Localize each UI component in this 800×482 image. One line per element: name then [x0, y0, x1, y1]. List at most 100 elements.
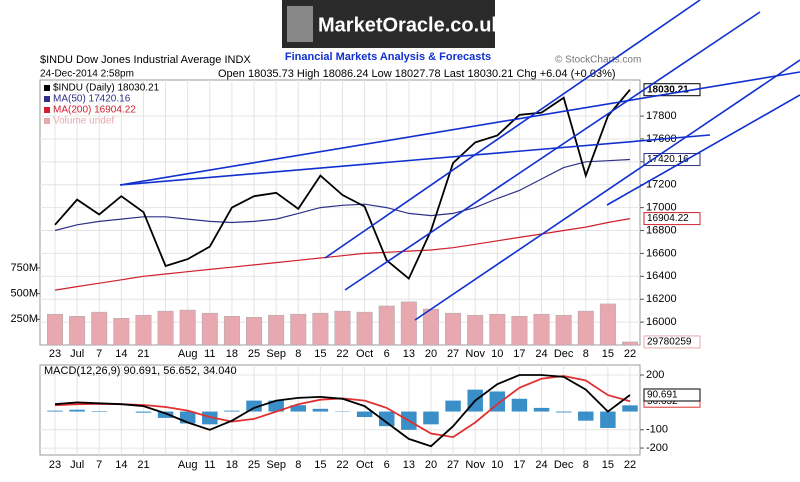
bar: [290, 313, 307, 346]
bar: [91, 311, 108, 346]
line: [54, 374, 631, 448]
chart-title: $INDU Dow Jones Industrial Average INDX: [40, 54, 251, 66]
bar: [555, 314, 572, 346]
x-tick-label: 10: [491, 348, 503, 360]
x-tick-label: 23: [49, 459, 61, 471]
x-tick-label: 8: [295, 348, 301, 360]
legend-entry: Volume undef: [53, 116, 114, 127]
value-label: 90.691: [647, 390, 678, 401]
bar: [268, 314, 285, 346]
x-tick-label: 18: [226, 459, 238, 471]
x-tick-label: Jul: [70, 459, 84, 471]
x-tick-label: 25: [248, 459, 260, 471]
tagline-box: [282, 50, 495, 64]
y-tick-label: 16800: [646, 224, 677, 236]
x-tick-label: 8: [583, 459, 589, 471]
x-tick-label: Sep: [266, 459, 286, 471]
bar: [91, 411, 107, 412]
trend-line: [414, 59, 800, 321]
bar: [622, 341, 638, 346]
source: © StockCharts.com: [555, 55, 641, 66]
value-label: 17420.16: [647, 154, 689, 165]
x-tick-label: Aug: [178, 348, 198, 360]
bar: [511, 315, 528, 346]
bar: [578, 411, 594, 421]
bar: [179, 309, 196, 346]
x-tick-label: 6: [384, 348, 390, 360]
subtitle: 24-Dec-2014 2:58pm: [40, 69, 134, 80]
bar: [69, 409, 85, 412]
x-tick-label: 7: [96, 348, 102, 360]
tagline: Financial Markets Analysis & Forecasts: [285, 51, 491, 63]
x-tick-label: 10: [491, 459, 503, 471]
x-tick-label: Oct: [356, 459, 373, 471]
bar: [356, 311, 373, 346]
x-tick-label: 27: [447, 459, 459, 471]
value-label: 18030.21: [647, 84, 689, 95]
bar: [489, 313, 506, 346]
bar: [356, 411, 373, 418]
bar: [511, 398, 528, 412]
bar: [135, 314, 152, 346]
y2-tick-label: 500M: [10, 288, 38, 300]
value-box: [643, 335, 701, 349]
bar: [334, 310, 351, 346]
bar: [600, 411, 616, 428]
y-tick-label: 17000: [646, 202, 677, 214]
value-label: 29780259: [647, 337, 692, 348]
trend-line: [606, 94, 800, 206]
bar: [312, 408, 329, 412]
bar: [622, 405, 638, 412]
bar: [533, 407, 550, 412]
ohlc: Open 18035.73 High 18086.24 Low 18027.78…: [218, 68, 616, 80]
bar: [69, 315, 86, 346]
bar: [268, 400, 284, 412]
x-tick-label: 8: [583, 348, 589, 360]
bar: [400, 301, 417, 346]
trend-line: [119, 71, 800, 186]
legend: MACD(12,26,9) 90.691, 56.652, 34.040: [44, 365, 237, 377]
x-tick-label: Aug: [178, 459, 198, 471]
x-tick-label: 17: [513, 459, 525, 471]
x-tick-label: 22: [624, 348, 636, 360]
bar: [423, 411, 439, 425]
y-tick-label: 16400: [646, 270, 677, 282]
x-tick-label: 14: [115, 459, 127, 471]
x-tick-label: 24: [535, 459, 547, 471]
macd-frame: [39, 364, 641, 456]
legend-swatch: [44, 118, 50, 124]
bar: [378, 411, 395, 427]
x-tick-label: 13: [403, 348, 415, 360]
y-tick-label: -100: [646, 424, 668, 436]
y-tick-label: 17800: [646, 110, 677, 122]
y-tick-label: 16600: [646, 247, 677, 259]
legend-swatch: [44, 107, 50, 113]
x-tick-label: 6: [384, 459, 390, 471]
logo-box: [282, 0, 495, 48]
bar: [157, 411, 174, 418]
x-tick-label: 14: [115, 348, 127, 360]
x-tick-label: 22: [336, 348, 348, 360]
x-tick-label: 24: [535, 348, 547, 360]
bar: [246, 400, 262, 412]
bar: [599, 303, 616, 346]
x-tick-label: Dec: [554, 459, 574, 471]
bar: [47, 410, 63, 412]
bar: [113, 318, 130, 346]
y-tick-label: 200: [646, 369, 664, 381]
bar: [533, 313, 550, 346]
line: [54, 218, 631, 291]
x-tick-label: 23: [49, 348, 61, 360]
line: [54, 158, 631, 232]
bar: [445, 400, 461, 412]
legend-entry: $INDU (Daily) 18030.21: [53, 83, 160, 94]
bar: [555, 411, 572, 413]
trend-line: [344, 11, 761, 291]
legend-entry: MA(50) 17420.16: [53, 94, 131, 105]
x-tick-label: 20: [425, 348, 437, 360]
bar: [246, 317, 263, 346]
logo-icon: [287, 6, 313, 42]
bar: [577, 310, 594, 346]
x-tick-label: 20: [425, 459, 437, 471]
